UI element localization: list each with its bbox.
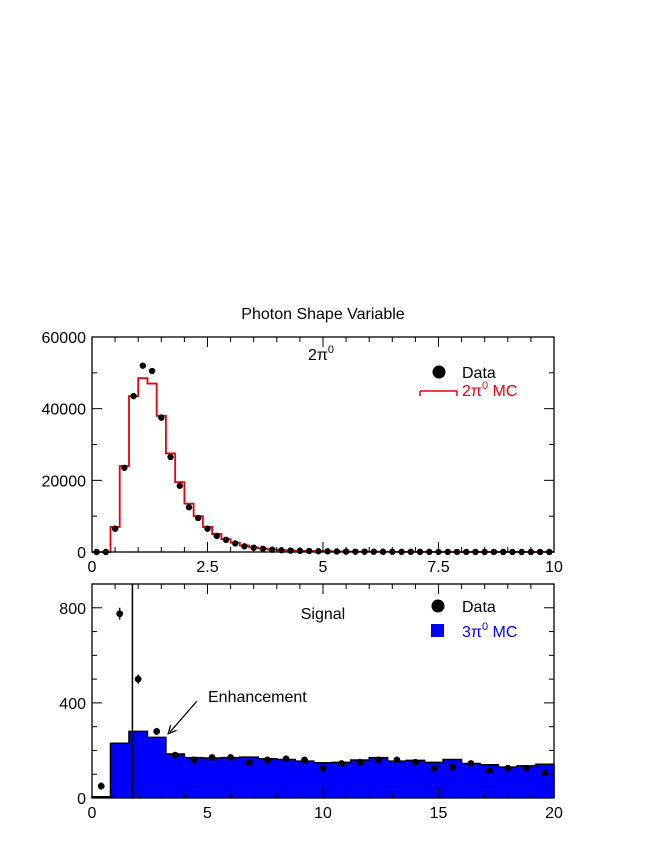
data-point <box>167 453 174 461</box>
data-point <box>541 769 549 777</box>
data-point <box>522 764 530 772</box>
data-point <box>116 610 124 618</box>
x-tick-label: 5 <box>203 805 212 822</box>
data-point <box>393 756 401 764</box>
top-annotation-base: 2π <box>308 347 328 364</box>
bottom-plot-area <box>91 584 555 798</box>
data-point <box>153 728 161 735</box>
data-point <box>232 540 239 547</box>
data-point <box>121 464 128 471</box>
x-tick-label: 5 <box>319 559 328 576</box>
x-tick-label: 7.5 <box>427 559 449 576</box>
data-point <box>301 756 308 764</box>
x-tick-label: 15 <box>430 805 448 822</box>
data-point <box>158 414 165 421</box>
y-tick-label: 0 <box>77 791 86 808</box>
data-point <box>139 362 147 369</box>
legend-mc-label: 3π0 MC <box>462 621 517 641</box>
data-point <box>305 547 313 555</box>
x-tick-label: 10 <box>314 805 332 822</box>
data-point <box>204 525 211 532</box>
x-tick-label: 20 <box>545 805 563 822</box>
data-point <box>412 758 419 766</box>
data-point <box>171 751 179 759</box>
x-tick-label: 0 <box>88 805 97 822</box>
y-tick-label: 0 <box>77 545 86 562</box>
data-point <box>111 525 119 532</box>
data-point <box>319 764 327 772</box>
legend-data-marker <box>431 599 445 613</box>
x-tick-label: 0 <box>88 559 97 576</box>
data-point <box>356 758 364 766</box>
legend-data-label: Data <box>462 365 496 382</box>
legend-mc-marker <box>419 390 458 396</box>
arrow-head <box>167 724 177 735</box>
data-point <box>222 536 230 544</box>
data-point <box>148 367 156 375</box>
legend-mc-marker <box>431 624 444 637</box>
bottom-legend: Data 3π0 MC <box>431 599 517 641</box>
data-point <box>259 545 267 552</box>
bottom-annotation: Signal <box>301 606 345 623</box>
mc-histogram-outline <box>91 730 555 798</box>
data-point <box>282 755 290 763</box>
chart-title: Photon Shape Variable <box>241 306 404 323</box>
data-point <box>227 754 235 761</box>
y-tick-label: 800 <box>59 601 86 618</box>
y-tick-label: 20000 <box>42 473 87 490</box>
data-point <box>208 754 216 761</box>
mc-step-line <box>92 377 554 553</box>
top-legend: Data 2π0 MC <box>419 365 517 400</box>
enhancement-label: Enhancement <box>208 689 307 706</box>
enhancement-arrow <box>167 700 198 735</box>
arrow-shaft <box>169 700 198 733</box>
x-tick-label: 2.5 <box>196 559 218 576</box>
bottom-panel: 0 5 10 15 20 0 400 800 Signal Data 3π0 MC Enhan… <box>59 583 563 822</box>
data-point <box>485 767 493 775</box>
legend-data-label: Data <box>462 599 496 616</box>
data-point <box>241 543 248 550</box>
bottom-axis-ticks: 0 5 10 15 20 0 400 800 <box>59 583 563 822</box>
data-point <box>430 764 438 772</box>
data-point <box>448 763 456 771</box>
data-point <box>504 764 512 772</box>
data-point <box>264 756 271 764</box>
data-point <box>213 532 220 540</box>
mc-filled-histogram <box>92 731 554 798</box>
data-point <box>467 760 475 767</box>
data-point <box>190 756 198 764</box>
top-annotation-sup: 0 <box>328 344 334 356</box>
data-point <box>315 548 322 555</box>
data-point <box>97 782 105 790</box>
top-axis-ticks: 0 2.5 5 7.5 10 0 20000 40000 60000 <box>42 330 564 576</box>
data-point <box>245 758 253 766</box>
data-point <box>287 547 294 554</box>
top-annotation: 2π0 <box>308 344 334 364</box>
x-tick-label: 10 <box>545 559 563 576</box>
y-tick-label: 40000 <box>42 402 87 419</box>
data-point <box>134 675 142 683</box>
data-point <box>176 482 183 489</box>
y-tick-label: 400 <box>59 696 86 713</box>
data-point <box>338 760 345 767</box>
data-point <box>375 756 382 764</box>
legend-data-marker <box>432 365 446 379</box>
legend-mc-label: 2π0 MC <box>462 380 517 400</box>
data-point <box>130 392 137 400</box>
data-point <box>185 504 193 511</box>
data-point <box>268 546 276 553</box>
data-point <box>195 514 202 522</box>
y-tick-label: 60000 <box>42 330 87 347</box>
